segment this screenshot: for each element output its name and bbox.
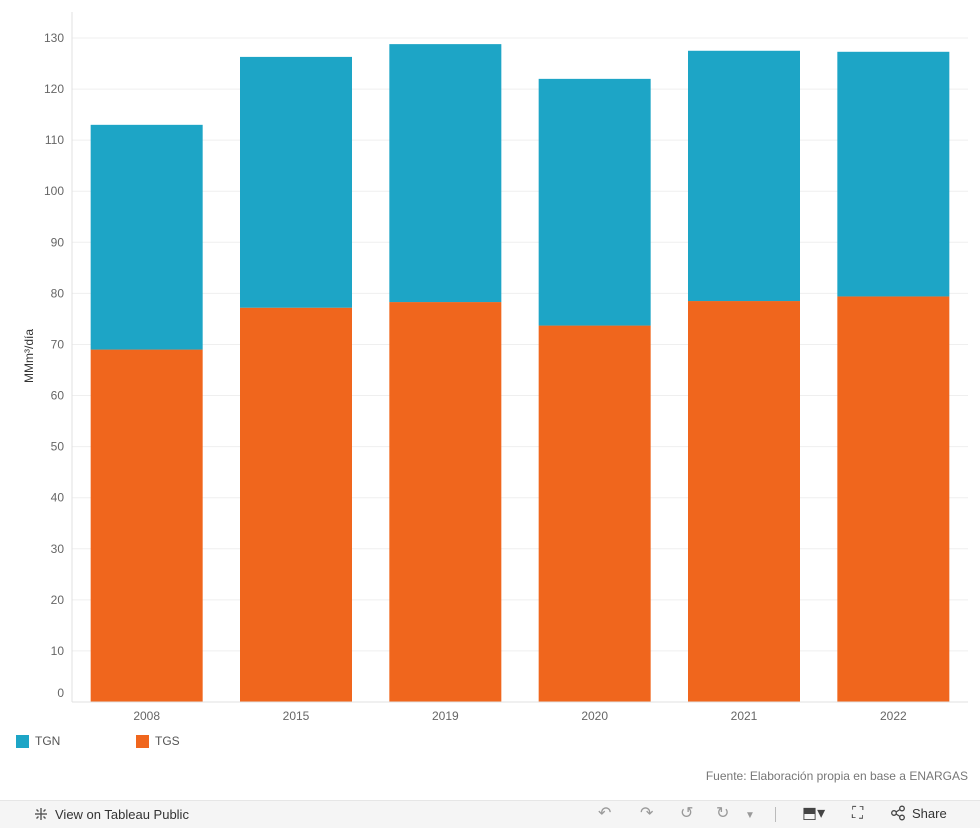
- x-tick-label: 2022: [880, 709, 907, 723]
- view-on-tableau-label: View on Tableau Public: [55, 806, 189, 822]
- y-axis-label: MMm³/día: [22, 329, 36, 383]
- y-tick-label: 70: [51, 337, 65, 351]
- redo-icon[interactable]: ↷: [640, 805, 654, 822]
- source-note: Fuente: Elaboración propia en base a ENA…: [705, 769, 968, 783]
- bar-tgs-2015[interactable]: [240, 307, 352, 702]
- dropdown-icon[interactable]: ▼: [745, 810, 755, 821]
- legend-label-tgn: TGN: [35, 734, 61, 748]
- view-on-tableau-link[interactable]: View on Tableau Public: [33, 806, 189, 822]
- y-tick-label: 90: [51, 235, 65, 249]
- bar-tgn-2021[interactable]: [688, 50, 800, 302]
- bar-tgs-2019[interactable]: [389, 302, 502, 702]
- x-tick-label: 2008: [133, 709, 160, 723]
- y-tick-label: 50: [51, 440, 65, 454]
- chart: 0 10 20 30 40 50 60 70 80 90 100 110 120 130 2008 2015…: [22, 12, 968, 723]
- tableau-logo-icon: [35, 808, 47, 820]
- toolbar-divider: [775, 807, 776, 822]
- bar-tgn-2020[interactable]: [538, 78, 651, 326]
- revert-icon[interactable]: ↺: [680, 805, 694, 822]
- share-button[interactable]: Share: [890, 805, 947, 821]
- share-icon: [891, 805, 905, 821]
- bar-tgn-2008[interactable]: [90, 124, 203, 350]
- legend-label-tgs: TGS: [155, 734, 180, 748]
- legend-swatch-tgs: [136, 734, 149, 748]
- y-tick-label: 80: [51, 286, 65, 300]
- legend-swatch-tgn: [16, 734, 29, 748]
- x-tick-label: 2019: [432, 709, 459, 723]
- x-tick-labels: 2008 2015 2019 2020 2021 2022: [133, 709, 907, 723]
- legend-item-tgs[interactable]: TGS: [136, 734, 180, 748]
- bar-tgn-2015[interactable]: [240, 56, 352, 308]
- undo-icon[interactable]: ↶: [598, 805, 612, 822]
- axes: [71, 12, 968, 703]
- bar-tgs-2022[interactable]: [837, 296, 950, 702]
- gridlines: [72, 37, 968, 652]
- y-tick-label: 30: [51, 542, 65, 556]
- refresh-icon[interactable]: ↻: [716, 805, 730, 822]
- download-icon[interactable]: ⬒▾: [802, 805, 826, 822]
- bar-tgn-2019[interactable]: [389, 44, 502, 303]
- y-tick-label: 10: [51, 644, 65, 658]
- bar-tgs-2020[interactable]: [538, 325, 651, 702]
- y-tick-label: 40: [51, 491, 65, 505]
- y-tick-label: 100: [44, 184, 64, 198]
- y-tick-label: 120: [44, 82, 64, 96]
- x-tick-label: 2021: [731, 709, 758, 723]
- y-tick-label: 0: [57, 686, 64, 700]
- bars: [90, 44, 950, 702]
- y-tick-label: 130: [44, 31, 64, 45]
- bar-tgn-2022[interactable]: [837, 51, 950, 297]
- x-tick-label: 2015: [283, 709, 310, 723]
- x-tick-label: 2020: [581, 709, 608, 723]
- share-label: Share: [912, 805, 947, 821]
- legend-item-tgn[interactable]: TGN: [16, 734, 60, 748]
- fullscreen-icon[interactable]: ⛶: [852, 805, 864, 822]
- bar-tgs-2008[interactable]: [90, 349, 203, 702]
- y-tick-label: 20: [51, 593, 65, 607]
- y-tick-labels: 0 10 20 30 40 50 60 70 80 90 100 110 120 130: [44, 31, 64, 700]
- y-tick-label: 110: [45, 133, 64, 147]
- y-tick-label: 60: [51, 389, 65, 403]
- tableau-toolbar: View on Tableau Public ↶ ↷ ↺ ↻ ▼ ⬒▾ ⛶ Sh…: [0, 800, 980, 828]
- bar-tgs-2021[interactable]: [688, 301, 800, 702]
